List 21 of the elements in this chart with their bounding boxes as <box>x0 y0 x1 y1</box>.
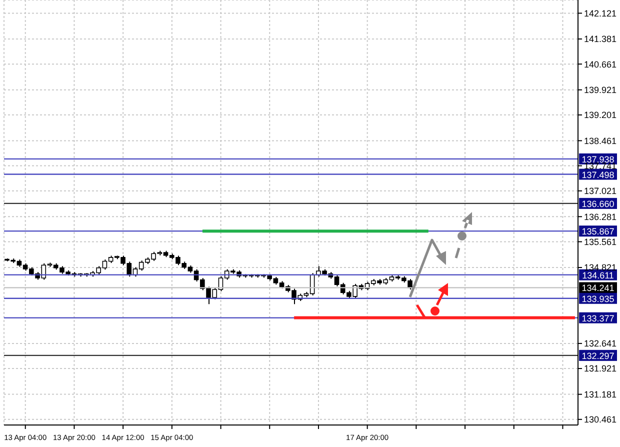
ref-line-label: 134.611 <box>582 270 614 280</box>
y-tick-label: 131.181 <box>584 390 617 400</box>
y-tick-label: 139.921 <box>584 85 617 96</box>
y-tick-label: 136.281 <box>584 212 617 222</box>
y-tick-label: 141.381 <box>584 34 617 44</box>
ref-line-label: 133.377 <box>582 313 614 324</box>
ref-line-label: 133.935 <box>582 294 614 304</box>
ref-line-label: 137.498 <box>582 170 614 180</box>
y-tick-label: 131.921 <box>584 364 617 374</box>
y-tick-label: 132.641 <box>584 338 617 349</box>
y-tick-label: 140.661 <box>584 59 617 70</box>
ref-line-label: 136.660 <box>582 198 614 209</box>
ref-line-label: 135.867 <box>582 226 614 237</box>
y-tick-label: 137.021 <box>584 186 617 196</box>
y-tick-label: 135.561 <box>584 236 617 247</box>
ref-line-label: 132.297 <box>582 350 614 361</box>
y-tick-label: 142.121 <box>584 8 617 18</box>
y-tick-label: 138.461 <box>584 136 617 146</box>
y-tick-label: 130.461 <box>584 414 617 425</box>
y-tick-label: 139.201 <box>584 110 617 120</box>
ref-line-label: 134.241 <box>582 283 614 294</box>
